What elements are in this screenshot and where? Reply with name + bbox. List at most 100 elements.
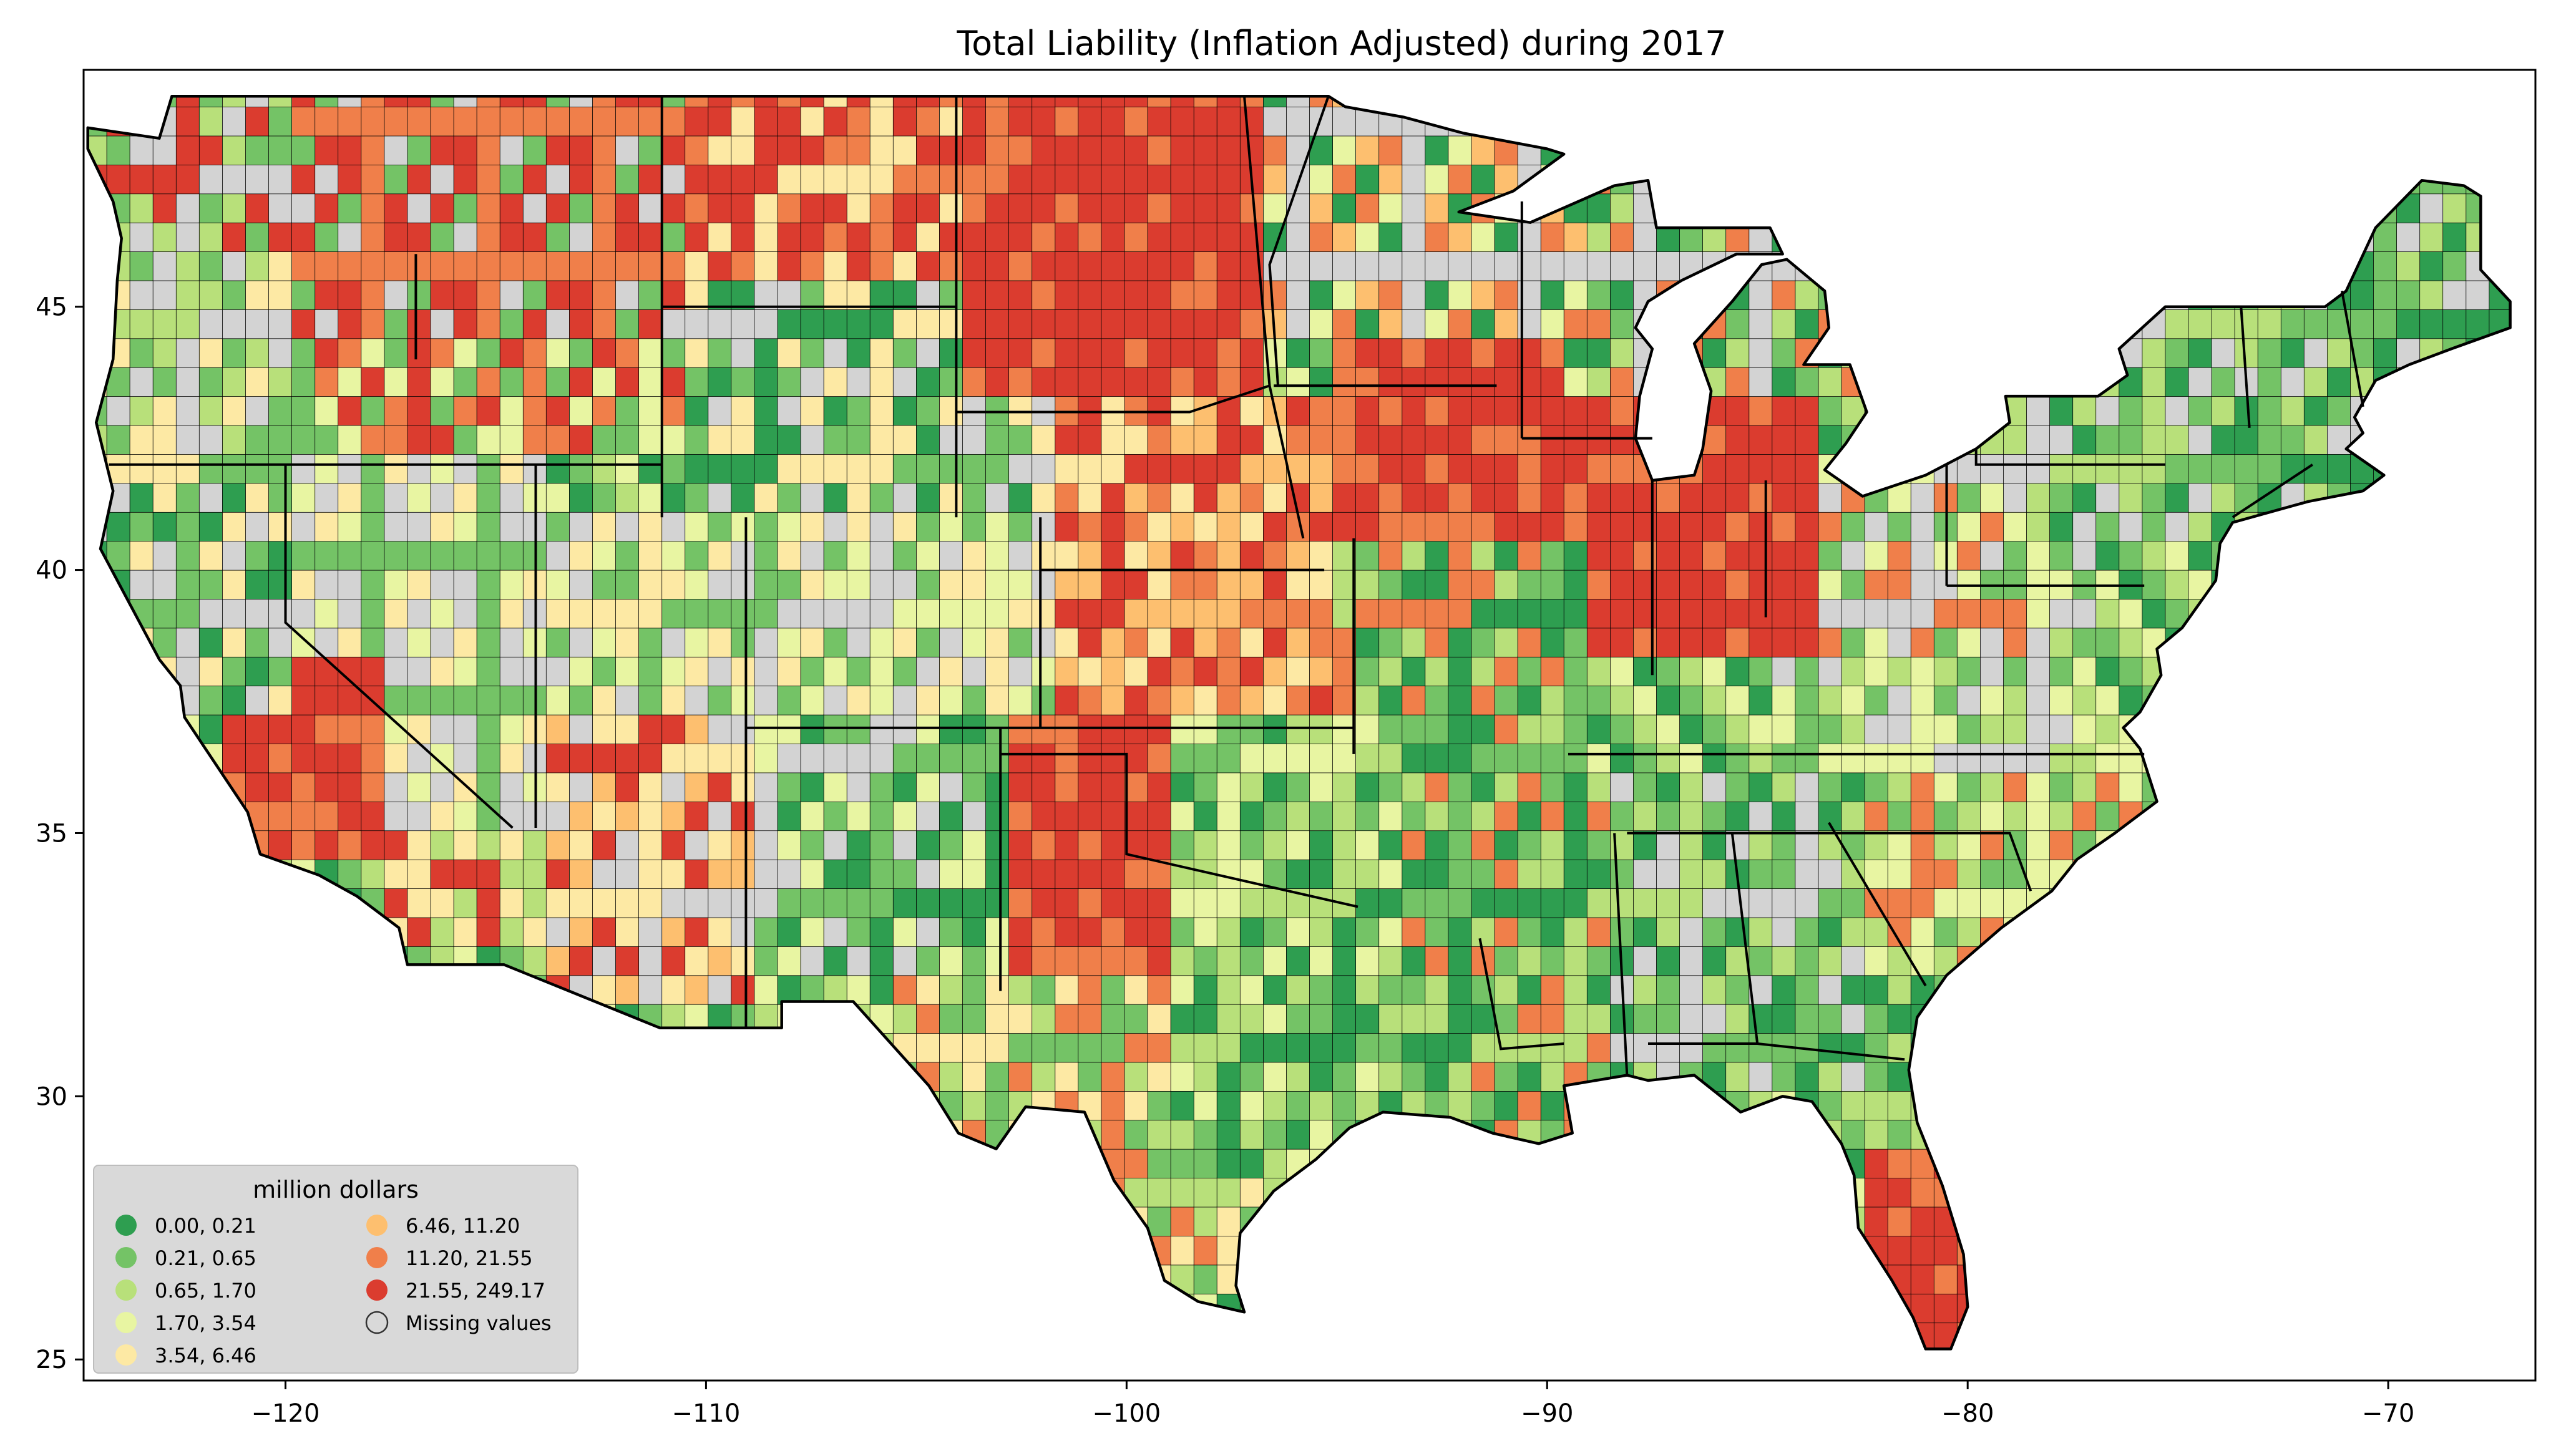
county-cell <box>1887 251 1912 281</box>
county-cell <box>222 685 246 716</box>
county-cell <box>869 888 894 918</box>
county-cell <box>2188 425 2212 455</box>
county-cell <box>1910 714 1935 744</box>
county-cell <box>1008 656 1033 687</box>
county-cell <box>1888 1352 1911 1381</box>
county-cell <box>338 106 362 137</box>
county-cell <box>846 888 871 918</box>
county-cell <box>245 859 270 889</box>
county-cell <box>615 222 640 253</box>
county-cell <box>384 830 408 860</box>
county-cell <box>592 106 617 137</box>
county-cell <box>1540 512 1565 542</box>
county-cell <box>985 1235 1010 1266</box>
county-cell <box>2419 801 2444 832</box>
county-cell <box>962 1264 987 1294</box>
county-cell <box>2489 106 2510 137</box>
county-cell <box>754 280 778 310</box>
county-cell <box>2419 1293 2444 1324</box>
county-cell <box>2373 1119 2397 1150</box>
county-cell <box>1378 193 1403 223</box>
county-cell <box>777 598 801 629</box>
county-cell <box>2095 685 2120 716</box>
county-cell <box>2026 164 2051 195</box>
county-cell <box>778 49 801 78</box>
county-cell <box>430 830 454 860</box>
county-cell <box>1471 96 1495 107</box>
county-cell <box>962 801 987 832</box>
county-cell <box>2119 946 2143 976</box>
county-cell <box>2419 714 2444 744</box>
county-cell <box>869 1004 894 1034</box>
county-cell <box>476 685 501 716</box>
county-cell <box>2257 1119 2282 1150</box>
legend-label: 0.65, 1.70 <box>155 1279 256 1303</box>
county-cell <box>1956 656 1981 687</box>
county-cell <box>846 1119 871 1150</box>
county-cell <box>2188 801 2212 832</box>
county-cell <box>2212 1352 2235 1381</box>
county-cell <box>661 135 686 165</box>
county-cell <box>1517 714 1542 744</box>
county-cell <box>2512 1294 2536 1323</box>
county-cell <box>152 337 177 368</box>
county-cell <box>2211 685 2236 716</box>
county-cell <box>939 425 963 455</box>
county-cell <box>1309 1062 1334 1092</box>
county-cell <box>476 859 501 889</box>
county-cell <box>152 1032 177 1063</box>
county-cell <box>1494 1322 1518 1349</box>
county-cell <box>198 628 223 658</box>
county-cell <box>1216 570 1241 599</box>
county-cell <box>1078 1090 1102 1121</box>
county-cell <box>1448 540 1472 571</box>
county-cell <box>1332 425 1357 455</box>
county-cell <box>2188 1032 2212 1063</box>
county-cell <box>1749 396 1773 426</box>
county-cell <box>2049 512 2074 542</box>
county-cell <box>2373 96 2397 107</box>
county-cell <box>823 367 848 397</box>
county-cell <box>708 309 732 339</box>
county-cell <box>1494 1090 1518 1121</box>
county-cell <box>1772 1062 1796 1092</box>
county-cell <box>1563 367 1588 397</box>
county-cell <box>777 1119 801 1150</box>
county-cell <box>892 454 917 484</box>
county-cell <box>2096 49 2120 78</box>
county-cell <box>291 830 316 860</box>
county-cell <box>1147 1148 1171 1178</box>
county-cell <box>2072 540 2097 571</box>
county-cell <box>2003 512 2027 542</box>
county-cell <box>1078 714 1102 744</box>
county-cell <box>407 96 431 107</box>
county-cell <box>592 483 617 513</box>
county-cell <box>1216 483 1241 513</box>
county-cell <box>499 540 524 571</box>
county-cell <box>754 1177 778 1208</box>
county-cell <box>1402 1352 1426 1381</box>
county-cell <box>1795 164 1819 195</box>
county-cell <box>1933 337 1958 368</box>
county-cell <box>2165 425 2189 455</box>
county-cell <box>1656 1004 1680 1034</box>
county-cell <box>2442 512 2467 542</box>
county-cell <box>84 49 107 78</box>
county-cell <box>569 164 593 195</box>
county-cell <box>2072 1119 2097 1150</box>
county-cell <box>592 1032 617 1063</box>
county-cell <box>2303 628 2328 658</box>
county-cell <box>1772 714 1796 744</box>
county-cell <box>1471 1352 1495 1381</box>
county-cell <box>869 598 894 629</box>
county-cell <box>1494 1177 1518 1208</box>
county-cell <box>638 685 663 716</box>
county-cell <box>592 1235 617 1266</box>
county-cell <box>1841 685 1865 716</box>
county-cell <box>1956 830 1981 860</box>
county-cell <box>1055 106 1079 137</box>
county-cell <box>338 222 362 253</box>
county-cell <box>1956 772 1981 802</box>
county-cell <box>2350 1148 2374 1178</box>
county-cell <box>1702 96 1727 107</box>
